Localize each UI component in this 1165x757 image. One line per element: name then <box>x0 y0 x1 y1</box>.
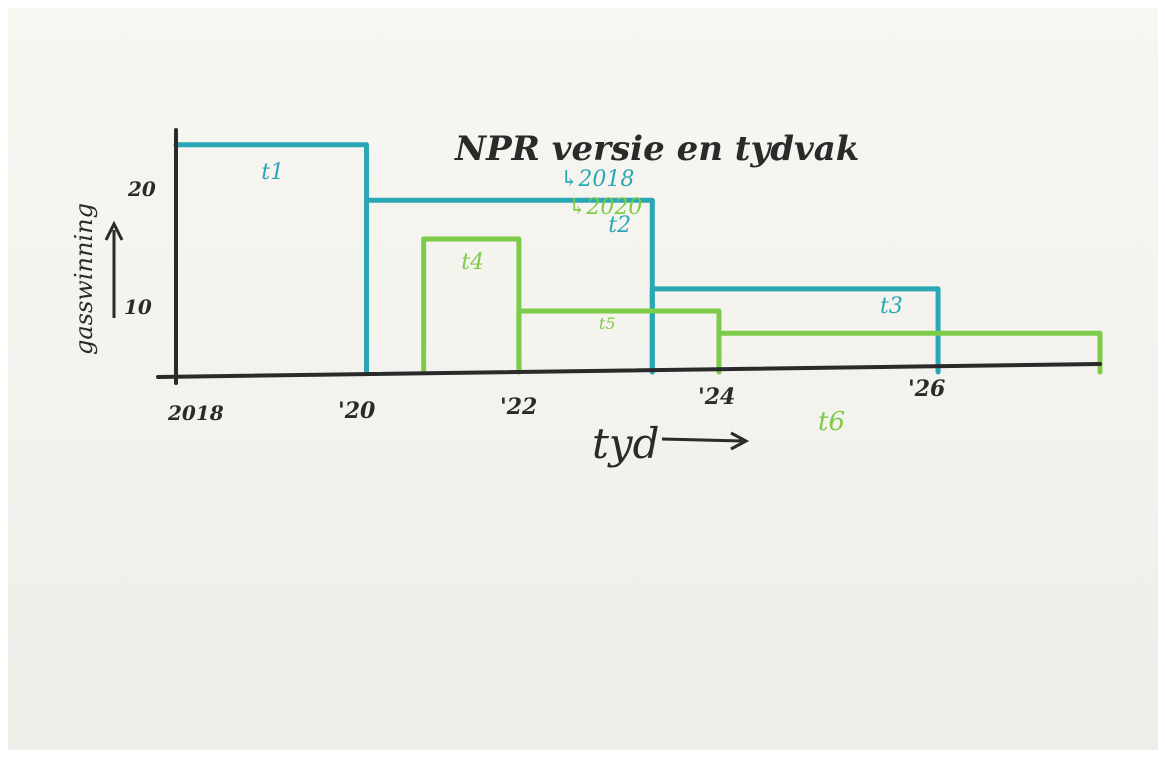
series-2020-step-t5 <box>516 308 722 375</box>
x-axis-arrow-shaft <box>661 437 743 443</box>
x-tick-label-26: '26 <box>908 376 945 402</box>
series-2020-step-t6 <box>716 330 1103 375</box>
segment-label-t4: t4 <box>461 250 484 275</box>
segment-label-t2: t2 <box>608 213 631 238</box>
series-2018-step-t2 <box>364 197 655 375</box>
chart-title: NPR versie en tydvak <box>454 129 859 169</box>
paper-sheet <box>8 8 1158 750</box>
y-axis-arrow-head <box>104 220 124 241</box>
series-2018-segment-t2: t2 <box>364 197 655 375</box>
x-tick-label-20: '20 <box>338 398 376 424</box>
x-tick-label-22: '22 <box>500 394 537 420</box>
legend-entry-2020: ↳2020 <box>568 195 642 220</box>
y-axis-label: gasswinning <box>70 203 98 355</box>
x-axis-label: tyd <box>592 419 660 468</box>
x-tick-label-2018: 2018 <box>167 401 224 425</box>
x-axis <box>156 362 1102 379</box>
series-2018-segment-t1: t1 <box>173 142 370 375</box>
y-tick-label-10: 10 <box>124 295 152 319</box>
x-tick-label-24: '24 <box>698 384 735 410</box>
series-2020-segment-t5: t5 <box>516 308 722 375</box>
segment-label-t6: t6 <box>818 407 845 437</box>
series-2020-step-t4 <box>421 236 522 375</box>
x-axis-arrow-head <box>730 431 750 451</box>
series-2020-segment-t4: t4 <box>421 236 522 375</box>
series-2020-segment-t6: t6 <box>716 330 1103 437</box>
series-2018-step-t3 <box>649 286 941 375</box>
segment-label-t1: t1 <box>261 160 284 185</box>
segment-label-t3: t3 <box>880 294 903 319</box>
segment-label-t5: t5 <box>599 314 616 333</box>
legend-entry-2018: ↳2018 <box>560 167 634 192</box>
series-2018-segment-t3: t3 <box>649 286 941 375</box>
y-tick-label-20: 20 <box>127 177 156 201</box>
